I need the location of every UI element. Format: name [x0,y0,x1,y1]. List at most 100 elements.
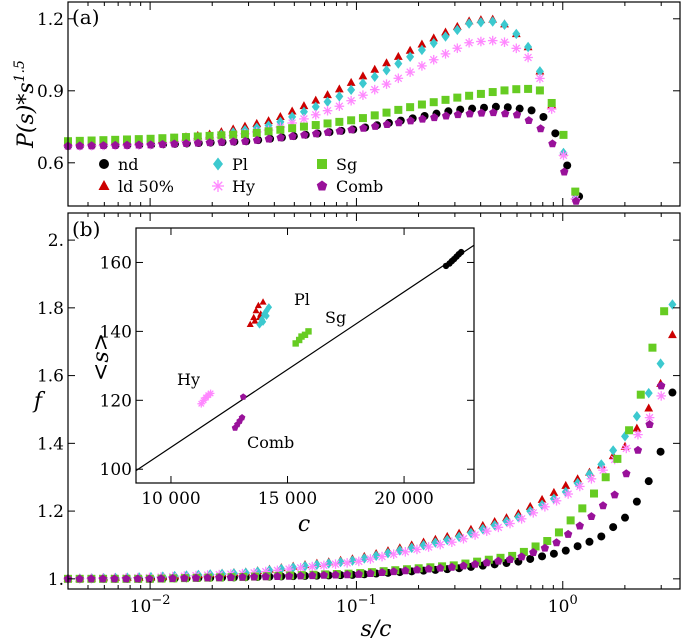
panel-a-point-sg [500,86,509,95]
panel-a-point-hy [310,109,321,120]
panel-a-point-sg [299,122,308,131]
panel-a-point-ld [299,101,309,110]
panel-b-point-nd [526,554,535,563]
panel-b-point-nd [668,388,677,397]
legend-label-sg: Sg [336,155,357,174]
panel-b-point-hy [295,563,306,573]
panel-a-point-pl [347,84,356,96]
panel-a-point-hy [334,101,345,112]
panel-a-point-hy [487,35,498,46]
panel-a-point-pl [311,101,320,112]
panel-a-point-hy [499,37,510,47]
panel-a-ticks: 0.6 0.9 1.2 [37,2,680,206]
panel-b-point-nd [538,552,547,561]
panel-b-point-hy [307,561,318,572]
panel-a-point-sg [347,116,356,125]
panel-b-point-pl [466,527,475,539]
panel-b-point-comb [563,529,573,538]
legend-label-pl: Pl [232,155,248,174]
inset-xlabel: c [298,512,310,537]
y-tick-label: 2. [48,231,64,251]
inset-ticks: 10 000 15 000 20 000 100 120 140 160 [100,228,474,509]
y-tick-label: 160 [100,253,132,273]
inset-point-sg [292,340,299,347]
panel-a-point-comb [134,140,144,149]
panel-b-point-hy [342,558,352,568]
panel-b-point-comb [622,469,631,478]
y-tick-label: 140 [100,322,132,342]
panel-a-point-hy [452,43,463,54]
panel-b-point-comb [296,571,305,580]
panel-a-point-sg [571,187,580,196]
y-tick-label: 0.9 [37,82,64,102]
legend-marker-ld [98,180,110,190]
panel-a-point-sg [181,133,190,142]
panel-b-point-comb [366,568,375,577]
panel-b-point-ld [537,494,547,503]
panel-a-point-comb [418,114,427,123]
panel-a-point-hy [405,67,415,77]
panel-b-point-nd [561,546,570,555]
panel-a-point-sg [229,130,238,139]
inset-x-tick-label: 10 000 [141,489,200,509]
panel-b-point-comb [110,574,119,583]
inset-point-sg [305,328,312,335]
panel-a-point-comb [288,131,297,140]
panel-a-point-sg [75,136,84,145]
panel-a-point-comb [170,139,179,148]
panel-b-point-pl [668,299,677,310]
panel-b-point-comb [308,571,317,580]
panel-b-point-ld [632,423,642,432]
panel-a-point-comb [146,140,155,149]
panel-b-point-hy [551,495,562,506]
panel-b-point-comb [424,564,433,573]
panel-b-point-comb [633,445,643,454]
panel-a-point-comb [489,108,498,117]
panel-b-point-pl [324,558,333,569]
panel-b-point-hy [633,429,643,440]
panel-a-point-ld [382,58,391,67]
panel-a-point-hy [393,73,404,84]
panel-a-point-pl [417,44,426,56]
panel-b-point-pl [372,550,381,562]
panel-a-point-comb [453,110,463,119]
panel-b-point-sg [660,307,669,316]
panel-a-point-sg [370,111,379,120]
panel-b-point-pl [407,542,416,554]
y-tick-label: 120 [100,391,132,411]
inset-point-comb [238,414,246,421]
panel-a-point-comb [406,116,415,125]
panel-a-point-pl [453,24,462,36]
panel-b-point-sg [496,553,505,562]
panel-b-point-comb [459,561,468,570]
panel-b-point-hy [656,391,667,401]
panel-b-point-pl [502,516,511,527]
panel-b-point-comb [657,381,666,390]
panel-b-point-comb [98,574,108,583]
panel-b-point-pl [289,562,298,573]
inset-point-ld [246,320,254,328]
inset-point-sg [301,331,309,339]
panel-a-point-sg [488,88,497,97]
panel-b-point-comb [284,571,294,580]
panel-a-point-hy [464,37,474,48]
panel-b-point-hy [481,526,492,536]
panel-a-point-pl [535,66,544,77]
inset-point-ld [251,317,259,324]
panel-b-point-comb [575,521,584,530]
panel-a-point-comb [276,133,285,142]
panel-a-legend: nd ld 50% Pl Hy Sg Comb [98,155,383,196]
panel-b-point-hy [470,530,480,540]
panel-b-point-comb [75,574,84,583]
panel-a-point-hy [476,36,486,47]
panel-a-point-ld [311,95,321,104]
panel-b-point-comb [529,548,538,557]
panel-b-point-sg [625,426,634,435]
panel-a-point-sg [170,133,179,142]
panel-b-point-hy [458,533,469,544]
panel-a-point-pl [441,31,450,42]
panel-b-point-hy [493,522,504,533]
panel-b-point-sg [566,516,575,525]
